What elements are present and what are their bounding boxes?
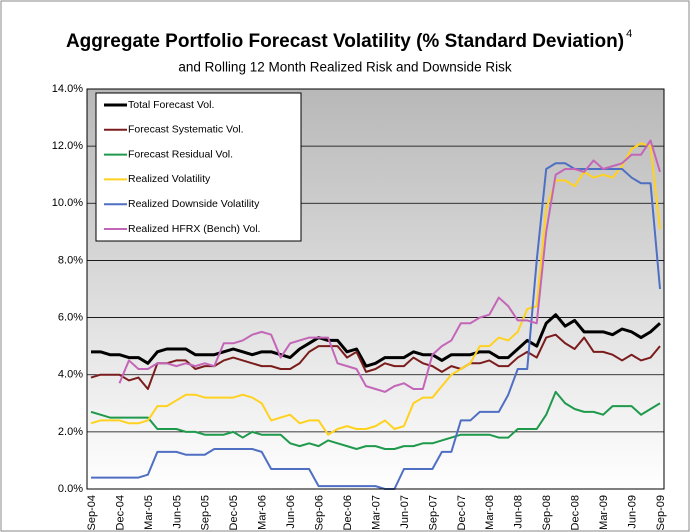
x-tick-label: Sep-08 (541, 495, 553, 530)
legend-label: Forecast Systematic Vol. (128, 124, 244, 136)
legend-label: Realized Downside Volatility (128, 198, 260, 210)
x-tick-label: Mar-05 (143, 495, 155, 530)
y-tick-label: 14.0% (52, 83, 83, 95)
x-tick-label: Dec-06 (342, 495, 354, 530)
x-tick-label: Jun-09 (626, 495, 638, 529)
y-tick-label: 12.0% (52, 140, 83, 152)
series-line (118, 139, 661, 393)
y-tick-label: 6.0% (58, 311, 83, 323)
y-tick-label: 10.0% (52, 197, 83, 209)
legend-label: Forecast Residual Vol. (128, 148, 233, 160)
series-line (90, 390, 661, 450)
x-tick-label: Dec-05 (228, 495, 240, 530)
legend-label: Realized Volatility (128, 173, 211, 185)
legend-box (95, 92, 302, 242)
legend-label: Realized HFRX (Bench) Vol. (128, 223, 260, 235)
x-tick-label: Jun-06 (285, 495, 297, 529)
title-note: 4 (626, 28, 632, 40)
x-tick-label: Sep-07 (427, 495, 439, 530)
chart-subtitle: and Rolling 12 Month Realized Risk and D… (178, 60, 511, 75)
x-tick-label: Sep-06 (314, 495, 326, 530)
x-tick-label: Mar-07 (370, 495, 382, 530)
y-tick-label: 8.0% (58, 254, 83, 266)
x-tick-label: Sep-04 (86, 495, 98, 530)
series-line (91, 313, 662, 368)
x-tick-label: Sep-05 (200, 495, 212, 530)
y-tick-label: 4.0% (58, 369, 83, 381)
y-tick-label: 0.0% (58, 483, 83, 495)
x-tick-label: Dec-08 (570, 495, 582, 530)
series-line (90, 142, 661, 436)
series-line (91, 162, 661, 490)
y-tick-label: 2.0% (58, 426, 83, 438)
legend-label: Total Forecast Vol. (128, 99, 214, 111)
x-tick-label: Jun-08 (513, 495, 525, 529)
x-tick-label: Dec-07 (456, 495, 468, 530)
chart-title: Aggregate Portfolio Forecast Volatility … (66, 31, 624, 52)
plot-border (86, 88, 665, 490)
x-tick-label: Mar-09 (598, 495, 610, 530)
series-line (90, 333, 661, 390)
x-tick-label: Sep-09 (655, 495, 667, 530)
x-tick-label: Mar-06 (257, 495, 269, 530)
x-tick-label: Jun-05 (171, 495, 183, 529)
x-tick-label: Mar-08 (484, 495, 496, 530)
x-tick-label: Jun-07 (399, 495, 411, 529)
x-tick-label: Dec-04 (114, 495, 126, 530)
